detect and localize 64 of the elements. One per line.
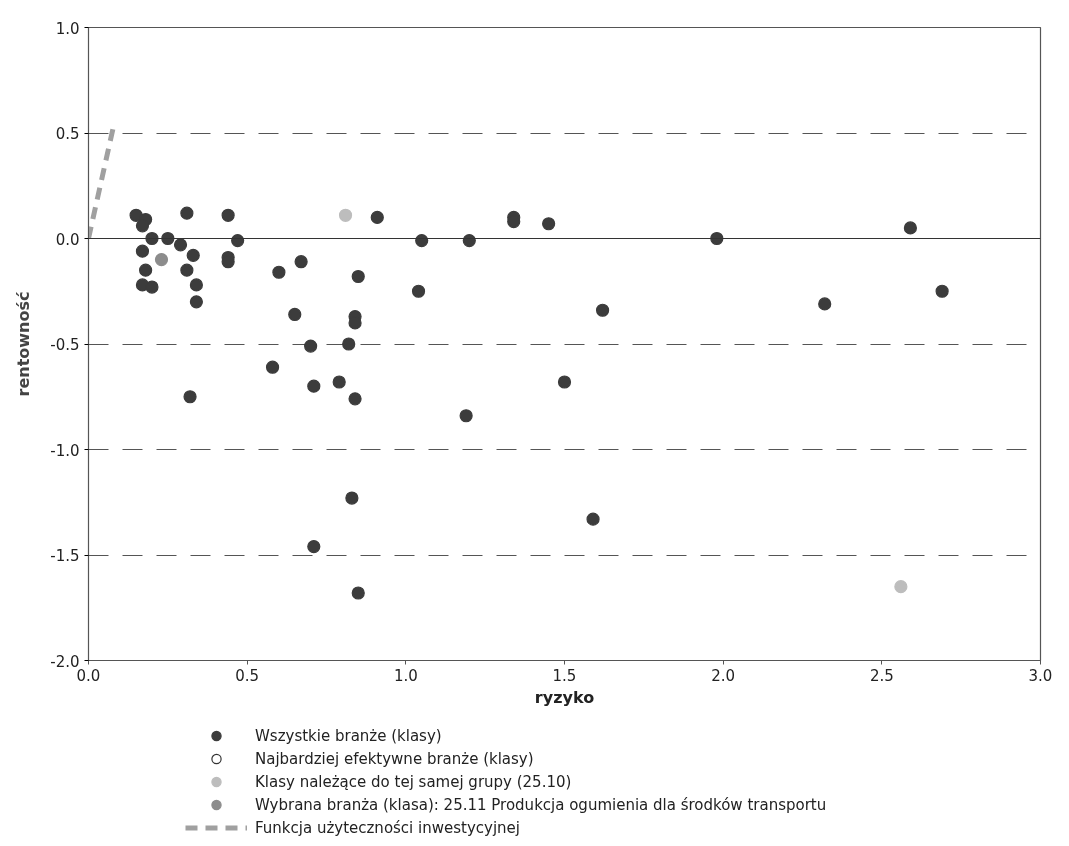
- point: [557, 375, 572, 389]
- x-tick-label: 3.0: [1028, 666, 1053, 685]
- point: [173, 238, 188, 252]
- point: [154, 253, 169, 267]
- point: [818, 297, 832, 311]
- point: [370, 210, 384, 224]
- point: [338, 208, 353, 222]
- point: [595, 303, 610, 317]
- legend-label: Najbardziej efektywne branże (klasy): [255, 748, 534, 770]
- point: [272, 265, 286, 279]
- point: [935, 284, 949, 298]
- point: [180, 263, 194, 277]
- point: [189, 295, 203, 309]
- point: [345, 491, 359, 505]
- y-tick-label: -0.5: [50, 336, 80, 354]
- point: [180, 206, 194, 220]
- point: [307, 539, 321, 554]
- point: [189, 278, 203, 292]
- y-axis-title: rentowność: [14, 291, 34, 397]
- point: [139, 263, 153, 277]
- y-tick-label: 0.0: [55, 230, 80, 249]
- point: [304, 339, 318, 353]
- x-tick-label: 1.5: [552, 666, 577, 685]
- x-tick-label: 2.5: [869, 666, 894, 685]
- point: [265, 360, 280, 374]
- point: [415, 234, 429, 248]
- point: [221, 208, 235, 222]
- x-tick-label: 0.0: [76, 666, 101, 685]
- y-tick-label: 0.5: [55, 125, 80, 143]
- legend-label: Klasy należące do tej samej grupy (25.10): [255, 771, 572, 793]
- y-tick-label: 1.0: [55, 19, 80, 38]
- y-tick-label: -1.5: [50, 547, 80, 565]
- point: [894, 580, 908, 594]
- point: [342, 337, 356, 351]
- point: [294, 255, 308, 269]
- point: [332, 375, 346, 389]
- legend-label: Wybrana branża (klasa): 25.11 Produkcja ogumienia dla środków transportu: [255, 794, 827, 816]
- point: [586, 512, 600, 526]
- x-tick-label: 1.0: [393, 666, 418, 685]
- point: [135, 244, 150, 258]
- point: [903, 221, 917, 235]
- point: [710, 231, 724, 246]
- legend-label: Funkcja użyteczności inwestycyjnej: [255, 817, 520, 839]
- point: [183, 390, 197, 404]
- point: [288, 307, 302, 322]
- point: [351, 269, 365, 284]
- point: [462, 234, 476, 248]
- point: [161, 231, 175, 246]
- x-axis-title: ryzyko: [534, 687, 595, 707]
- point: [145, 231, 159, 246]
- point: [231, 234, 245, 248]
- x-tick-label: 0.5: [235, 666, 260, 685]
- point: [348, 392, 362, 406]
- point: [542, 217, 556, 231]
- point: [459, 409, 473, 423]
- x-tick-label: 2.0: [711, 666, 736, 685]
- point: [135, 219, 150, 233]
- point: [186, 248, 200, 262]
- point: [351, 586, 365, 600]
- point: [411, 284, 426, 298]
- point: [145, 280, 159, 294]
- point: [307, 379, 321, 393]
- y-tick-label: -1.0: [50, 441, 80, 460]
- legend-label: Wszystkie branże (klasy): [255, 725, 442, 747]
